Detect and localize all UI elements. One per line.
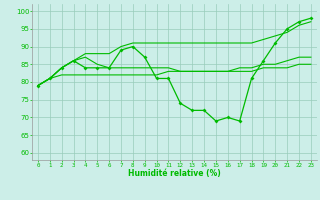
X-axis label: Humidité relative (%): Humidité relative (%) bbox=[128, 169, 221, 178]
